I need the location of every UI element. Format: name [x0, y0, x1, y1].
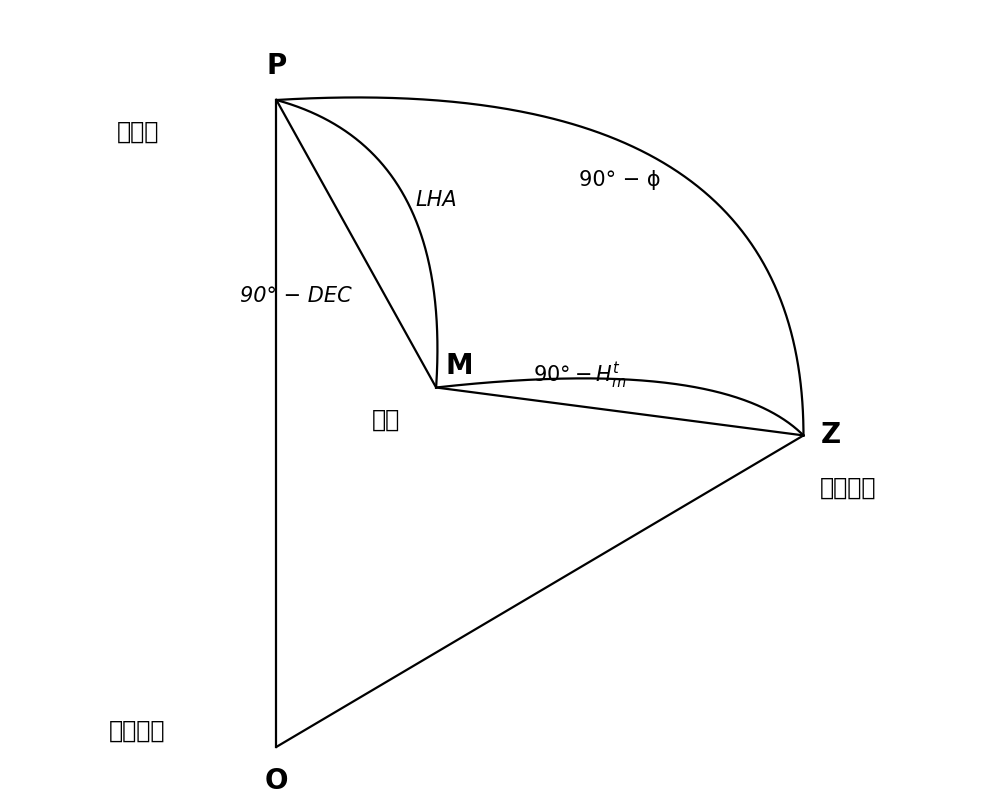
Text: LHA: LHA [415, 190, 457, 210]
Text: O: O [265, 767, 288, 795]
Text: 北天极: 北天极 [117, 120, 159, 144]
Text: $90°-H_m^t$: $90°-H_m^t$ [533, 360, 627, 391]
Text: P: P [266, 52, 287, 80]
Text: 90° − DEC: 90° − DEC [240, 286, 352, 306]
Text: 月亮: 月亮 [372, 408, 400, 432]
Text: 地球质心: 地球质心 [109, 719, 165, 743]
Text: 载体位置: 载体位置 [819, 475, 876, 500]
Text: Z: Z [821, 421, 841, 449]
Text: M: M [446, 352, 473, 379]
Text: 90° − ϕ: 90° − ϕ [579, 169, 661, 190]
